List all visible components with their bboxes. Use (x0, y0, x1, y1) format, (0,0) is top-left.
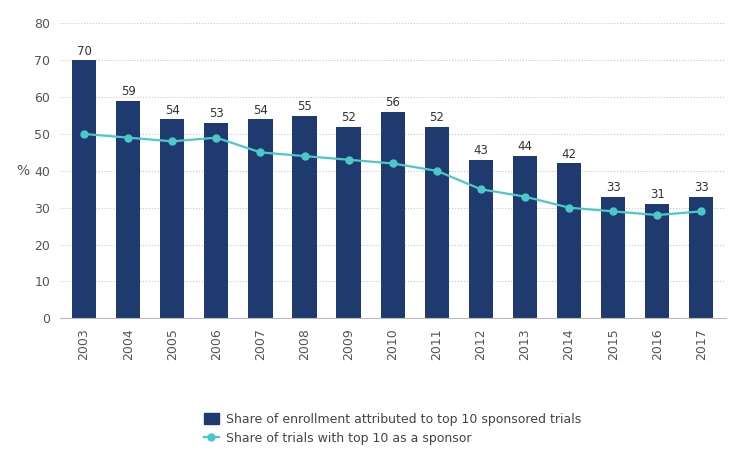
Bar (292, 116, 316, 318)
Bar (337, 127, 361, 318)
Text: 42: 42 (562, 148, 577, 161)
Bar (601, 197, 625, 318)
Text: 56: 56 (385, 96, 400, 109)
Bar (469, 160, 493, 318)
Text: 43: 43 (473, 144, 488, 157)
Bar (425, 127, 449, 318)
Text: 31: 31 (650, 189, 665, 201)
Bar (248, 119, 272, 318)
Bar (116, 101, 141, 318)
Bar (381, 112, 405, 318)
Text: 53: 53 (209, 107, 224, 120)
Text: 59: 59 (120, 85, 135, 98)
Text: 54: 54 (253, 103, 268, 117)
Bar (72, 60, 96, 318)
Text: 33: 33 (694, 181, 708, 194)
Bar (204, 123, 228, 318)
Text: 33: 33 (606, 181, 621, 194)
Text: 54: 54 (165, 103, 180, 117)
Text: 55: 55 (297, 100, 312, 113)
Text: 52: 52 (341, 111, 356, 124)
Text: 52: 52 (429, 111, 444, 124)
Text: 70: 70 (76, 44, 91, 58)
Bar (513, 156, 537, 318)
Bar (645, 204, 669, 318)
Text: 44: 44 (518, 140, 533, 154)
Bar (557, 163, 581, 318)
Bar (160, 119, 185, 318)
Y-axis label: %: % (16, 164, 30, 178)
Legend: Share of enrollment attributed to top 10 sponsored trials, Share of trials with : Share of enrollment attributed to top 10… (203, 413, 582, 445)
Bar (689, 197, 714, 318)
